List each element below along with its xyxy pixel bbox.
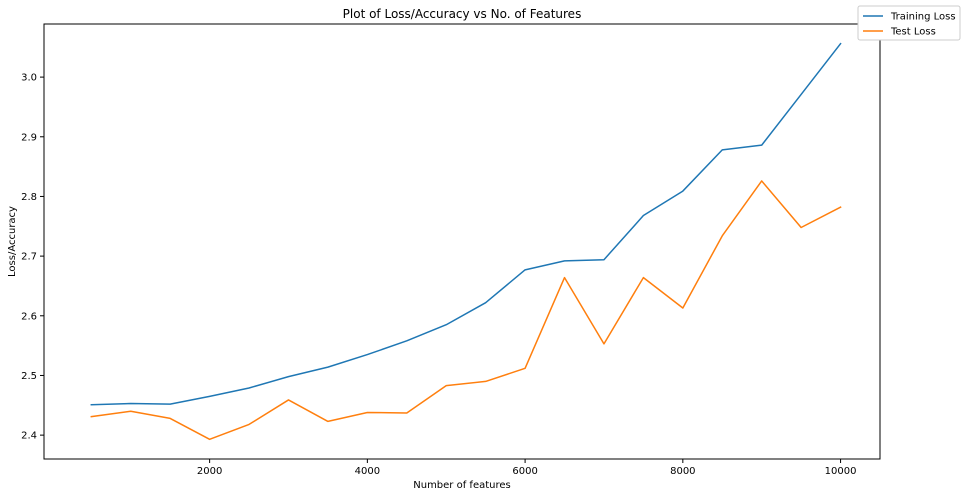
series-line-training-loss <box>90 42 842 406</box>
legend: Training Loss Test Loss <box>857 5 961 41</box>
y-axis-label: Loss/Accuracy <box>7 206 18 277</box>
y-tick-label: 2.9 <box>21 132 37 143</box>
x-tick-label: 8000 <box>670 466 695 477</box>
y-axis: 2.4 2.5 2.6 2.7 2.8 2.9 3.0 <box>21 73 44 442</box>
y-tick-label: 2.8 <box>21 192 37 203</box>
plot-area-frame <box>43 23 881 460</box>
legend-entry-test-loss: Test Loss <box>890 27 936 38</box>
series-layer <box>90 42 842 441</box>
series-line-test-loss <box>90 180 842 441</box>
x-tick-label: 4000 <box>355 466 380 477</box>
x-tick-label: 6000 <box>512 466 537 477</box>
y-tick-label: 2.5 <box>21 371 37 382</box>
y-tick-label: 2.7 <box>21 252 37 263</box>
x-axis-label: Number of features <box>413 480 510 491</box>
y-tick-label: 3.0 <box>21 73 37 84</box>
x-axis: 2000 4000 6000 8000 10000 <box>197 459 857 477</box>
y-tick-label: 2.6 <box>21 311 37 322</box>
legend-entry-training-loss: Training Loss <box>890 12 956 23</box>
x-tick-label: 10000 <box>825 466 857 477</box>
x-tick-label: 2000 <box>197 466 222 477</box>
legend-box <box>857 5 961 41</box>
chart-title: Plot of Loss/Accuracy vs No. of Features <box>343 7 582 21</box>
y-tick-label: 2.4 <box>21 431 37 442</box>
